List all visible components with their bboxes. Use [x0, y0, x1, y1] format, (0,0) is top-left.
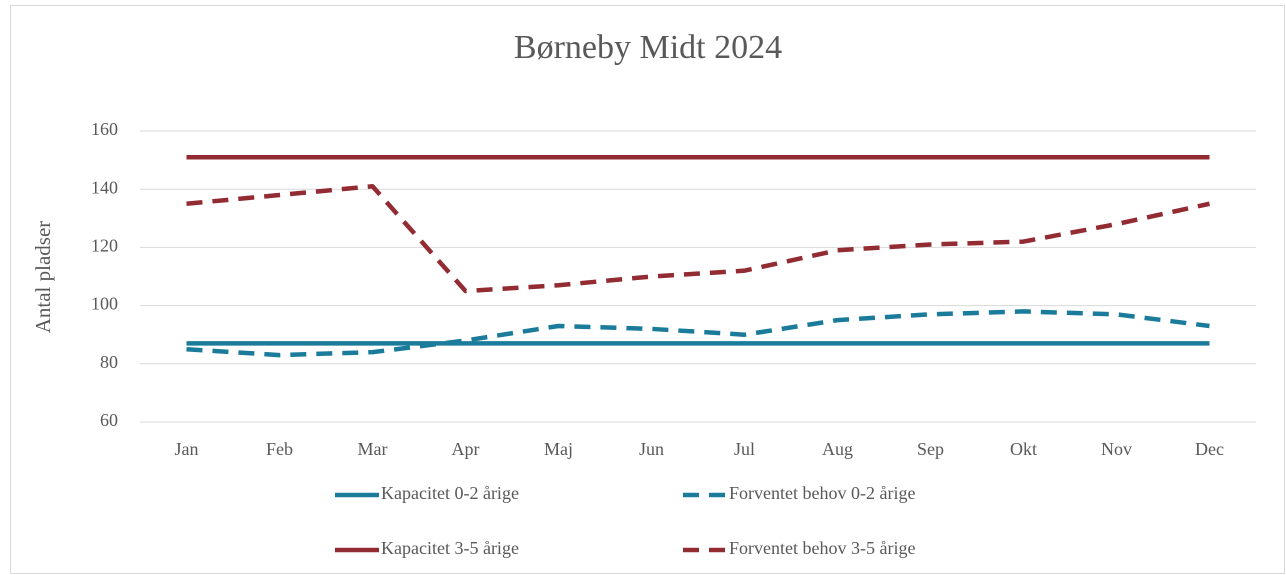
- y-axis-label: Antal pladser: [31, 221, 55, 334]
- x-tick-label: Feb: [266, 439, 293, 459]
- x-tick-label: Dec: [1195, 439, 1224, 459]
- y-tick-label: 60: [100, 410, 118, 430]
- y-tick-label: 80: [100, 352, 118, 372]
- chart-title: Børneby Midt 2024: [514, 29, 782, 66]
- x-tick-label: Aug: [822, 439, 853, 459]
- y-tick-label: 160: [91, 119, 118, 139]
- x-tick-label: Nov: [1101, 439, 1132, 459]
- y-tick-label: 100: [91, 294, 118, 314]
- chart-frame: [10, 5, 1285, 574]
- x-tick-label: Apr: [452, 439, 480, 459]
- y-tick-label: 120: [91, 236, 118, 256]
- x-tick-label: Okt: [1010, 439, 1037, 459]
- series-line: [186, 309, 1210, 358]
- legend-label: Forventet behov 0-2 årige: [729, 483, 915, 503]
- legend-label: Kapacitet 3-5 årige: [381, 538, 519, 558]
- x-tick-label: Maj: [544, 439, 573, 459]
- legend-label: Forventet behov 3-5 årige: [729, 538, 915, 558]
- x-tick-label: Sep: [917, 439, 944, 459]
- legend-label: Kapacitet 0-2 årige: [381, 483, 519, 503]
- y-tick-label: 140: [91, 177, 118, 197]
- x-tick-label: Mar: [358, 439, 388, 459]
- series-line: [186, 184, 1210, 294]
- x-tick-label: Jan: [175, 439, 199, 459]
- x-tick-label: Jul: [734, 439, 755, 459]
- x-tick-label: Jun: [639, 439, 664, 459]
